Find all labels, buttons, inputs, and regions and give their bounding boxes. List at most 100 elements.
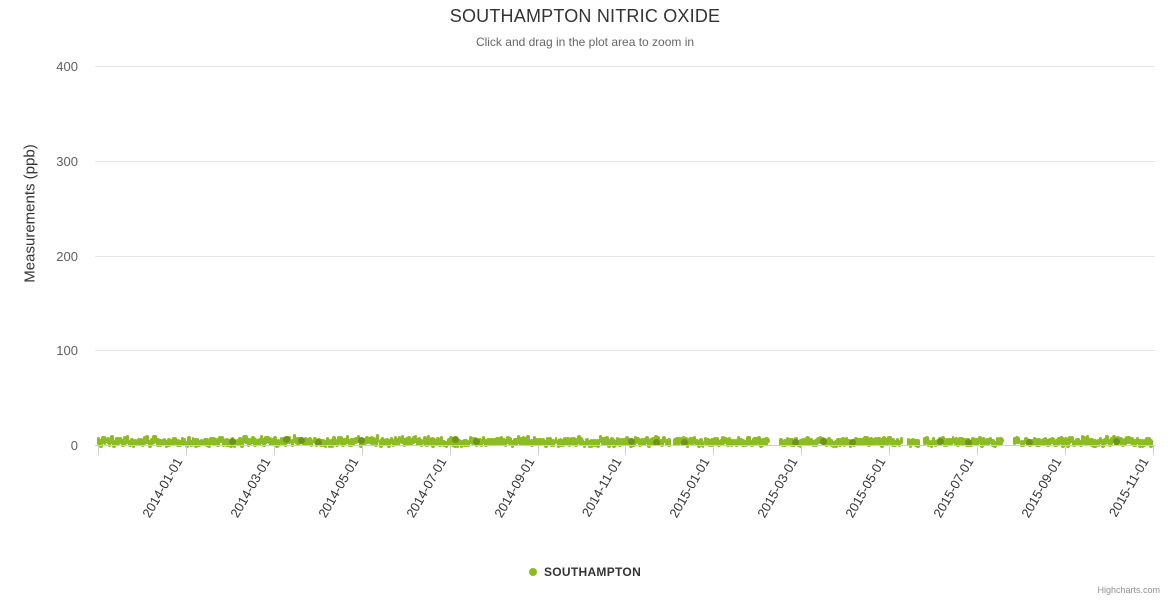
data-point[interactable] xyxy=(864,436,869,445)
data-point[interactable] xyxy=(180,436,184,446)
data-point[interactable] xyxy=(413,434,418,444)
data-point[interactable] xyxy=(750,440,755,448)
data-point[interactable] xyxy=(440,436,444,445)
data-point[interactable] xyxy=(1109,436,1114,445)
data-point[interactable] xyxy=(207,439,211,448)
data-point[interactable] xyxy=(717,439,722,447)
data-point[interactable] xyxy=(136,438,141,446)
data-point[interactable] xyxy=(858,437,862,446)
data-point[interactable] xyxy=(404,439,411,447)
data-point[interactable] xyxy=(886,436,891,445)
data-point[interactable] xyxy=(856,438,860,447)
data-point[interactable] xyxy=(907,439,914,447)
data-point[interactable] xyxy=(224,438,229,447)
data-point[interactable] xyxy=(202,438,207,447)
data-point[interactable] xyxy=(446,438,451,446)
data-point[interactable] xyxy=(452,436,459,444)
data-point[interactable] xyxy=(1113,438,1120,446)
data-point[interactable] xyxy=(937,438,944,446)
data-point[interactable] xyxy=(677,436,682,446)
data-point[interactable] xyxy=(398,436,402,445)
data-point[interactable] xyxy=(842,439,846,447)
data-point[interactable] xyxy=(365,435,369,445)
data-point[interactable] xyxy=(114,437,119,446)
data-point[interactable] xyxy=(834,440,839,448)
data-point[interactable] xyxy=(871,437,876,446)
data-point[interactable] xyxy=(163,438,167,447)
data-point[interactable] xyxy=(543,439,548,448)
data-point[interactable] xyxy=(991,438,995,448)
data-point[interactable] xyxy=(303,437,308,447)
data-point[interactable] xyxy=(583,440,587,448)
data-point[interactable] xyxy=(1090,438,1095,447)
data-point[interactable] xyxy=(345,435,350,444)
data-point[interactable] xyxy=(482,436,485,444)
data-point[interactable] xyxy=(354,436,358,445)
data-point[interactable] xyxy=(719,438,723,446)
data-point[interactable] xyxy=(539,438,543,446)
data-point[interactable] xyxy=(490,438,494,447)
data-point[interactable] xyxy=(1021,439,1025,448)
data-point[interactable] xyxy=(290,439,295,447)
data-point[interactable] xyxy=(1105,435,1109,444)
data-point[interactable] xyxy=(601,439,608,447)
data-point[interactable] xyxy=(479,439,484,447)
data-point[interactable] xyxy=(204,438,210,448)
data-point[interactable] xyxy=(929,439,934,448)
data-point[interactable] xyxy=(1081,435,1084,444)
data-point[interactable] xyxy=(792,439,799,447)
data-point[interactable] xyxy=(962,438,967,447)
data-point[interactable] xyxy=(647,439,652,448)
data-point[interactable] xyxy=(1084,439,1091,447)
data-point[interactable] xyxy=(1076,437,1081,446)
data-point[interactable] xyxy=(723,436,728,445)
data-point[interactable] xyxy=(192,438,199,446)
data-point[interactable] xyxy=(745,436,750,445)
data-point[interactable] xyxy=(982,437,986,447)
data-point[interactable] xyxy=(618,438,623,447)
data-point[interactable] xyxy=(829,439,833,448)
data-point[interactable] xyxy=(134,438,138,447)
data-point[interactable] xyxy=(486,437,491,446)
data-point[interactable] xyxy=(462,438,467,447)
data-point[interactable] xyxy=(607,439,611,448)
data-point[interactable] xyxy=(734,439,739,447)
data-point[interactable] xyxy=(358,437,365,445)
data-point[interactable] xyxy=(108,439,111,448)
data-point[interactable] xyxy=(816,437,821,445)
data-point[interactable] xyxy=(101,436,105,444)
data-point[interactable] xyxy=(295,436,300,445)
data-point[interactable] xyxy=(973,438,978,447)
data-point[interactable] xyxy=(814,438,818,447)
data-point[interactable] xyxy=(147,439,152,448)
data-point[interactable] xyxy=(130,438,134,447)
plot-area[interactable] xyxy=(95,66,1155,448)
data-point[interactable] xyxy=(1063,437,1068,447)
data-point[interactable] xyxy=(460,439,464,448)
data-point[interactable] xyxy=(1138,438,1143,448)
data-point[interactable] xyxy=(526,435,531,444)
data-point[interactable] xyxy=(325,437,329,446)
data-point[interactable] xyxy=(279,437,284,445)
data-point[interactable] xyxy=(1134,438,1138,447)
data-point[interactable] xyxy=(785,437,790,446)
data-point[interactable] xyxy=(182,437,187,446)
data-point[interactable] xyxy=(132,439,136,448)
data-point[interactable] xyxy=(559,437,563,447)
data-point[interactable] xyxy=(798,438,803,448)
data-point[interactable] xyxy=(235,438,240,446)
data-point[interactable] xyxy=(119,437,123,445)
data-point[interactable] xyxy=(178,440,182,448)
data-point[interactable] xyxy=(913,438,918,447)
data-point[interactable] xyxy=(758,438,763,448)
data-point[interactable] xyxy=(506,436,511,445)
data-point[interactable] xyxy=(1032,437,1036,445)
data-point[interactable] xyxy=(1107,439,1112,447)
data-point[interactable] xyxy=(884,438,889,447)
data-point[interactable] xyxy=(495,437,499,446)
data-point[interactable] xyxy=(394,436,398,446)
data-point[interactable] xyxy=(1147,437,1151,446)
data-point[interactable] xyxy=(273,435,277,445)
data-point[interactable] xyxy=(105,436,110,445)
data-point[interactable] xyxy=(116,436,120,446)
